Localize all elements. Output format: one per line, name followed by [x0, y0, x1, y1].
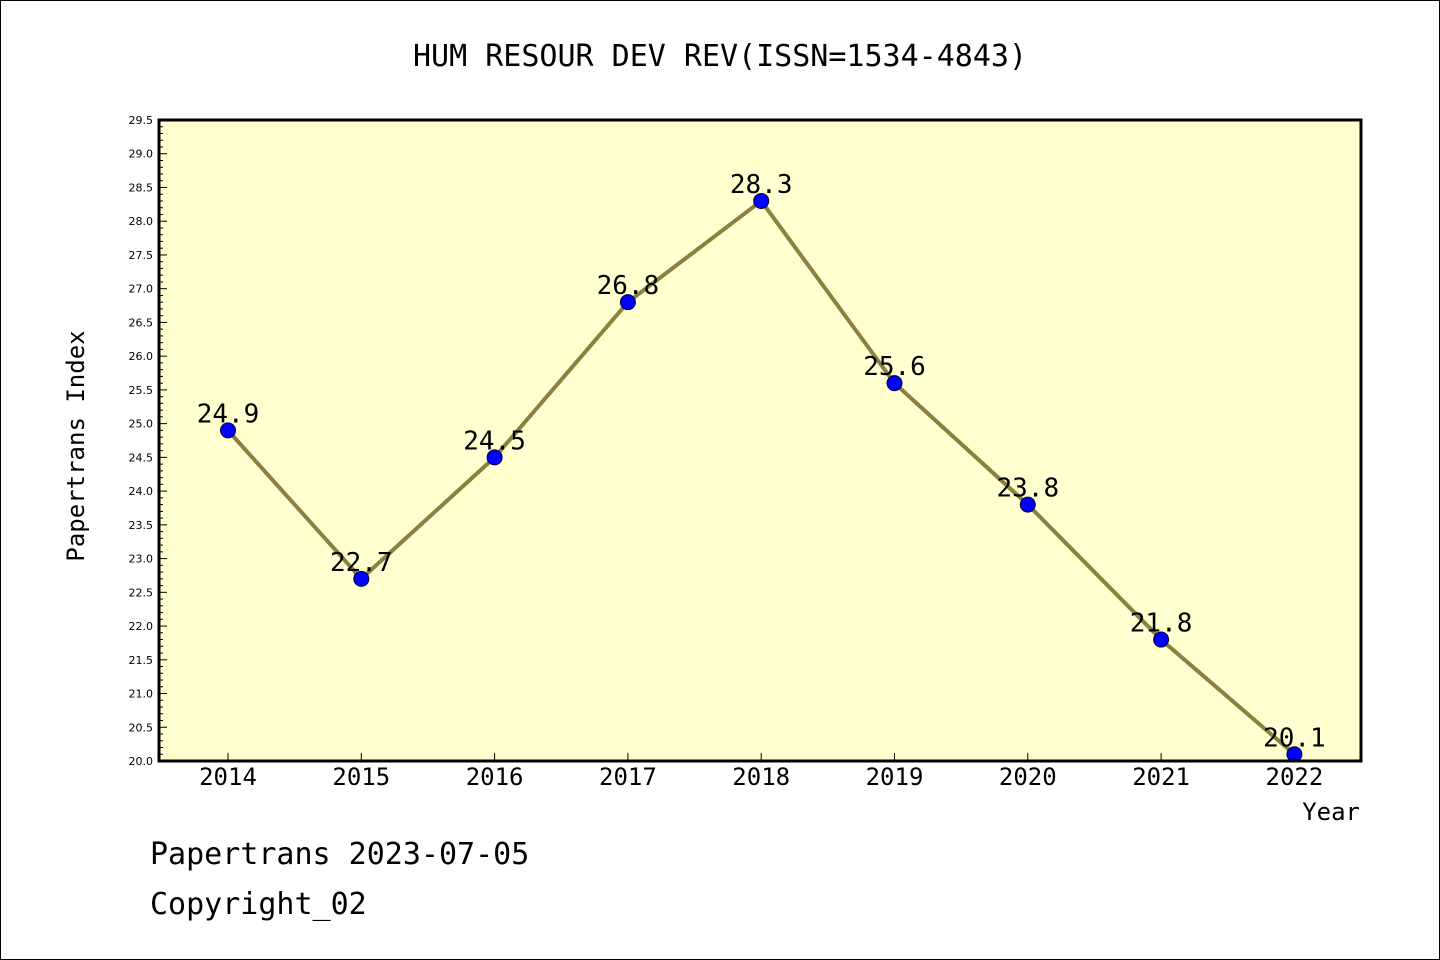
y-axis: 20.0 20.5 21.0 21.5 22.0 22.5 23.0 23.5 24.0 24.5… — [129, 114, 167, 768]
data-point — [1153, 631, 1170, 648]
data-label: 24.9 — [197, 399, 260, 429]
y-tick-label: 22.0 — [129, 620, 154, 633]
plot-border — [157, 118, 1363, 763]
x-tick-label: 2019 — [866, 763, 924, 791]
y-tick-label: 23.5 — [129, 519, 154, 532]
data-label: 28.3 — [730, 170, 793, 200]
data-labels: 24.9 22.7 24.5 26.8 28.3 25.6 23.8 21.8 20.1 — [197, 170, 1326, 753]
footer-date: Papertrans 2023-07-05 — [150, 837, 529, 872]
data-label: 20.1 — [1263, 723, 1326, 753]
y-tick-label: 29.0 — [129, 148, 154, 161]
y-tick-label: 25.5 — [129, 384, 154, 397]
y-tick-label: 27.0 — [129, 283, 154, 296]
x-tick-label: 2018 — [732, 763, 790, 791]
y-tick-label: 24.0 — [129, 485, 154, 498]
y-axis-label: Papertrans Index — [62, 330, 90, 561]
data-label: 23.8 — [996, 474, 1059, 504]
data-point — [486, 449, 503, 466]
footer-copyright: Copyright_02 — [150, 887, 367, 922]
data-label: 21.8 — [1130, 609, 1193, 639]
data-point — [220, 422, 236, 439]
data-point — [353, 570, 370, 587]
y-tick-label: 22.5 — [129, 586, 154, 599]
data-label: 24.5 — [463, 426, 526, 456]
data-point — [753, 192, 770, 209]
y-tick-label: 24.5 — [129, 451, 154, 464]
y-tick-label: 28.5 — [129, 181, 154, 194]
x-axis-label: Year — [1302, 798, 1360, 826]
data-label: 22.7 — [330, 548, 393, 578]
data-point — [619, 294, 636, 311]
y-tick-label: 26.0 — [129, 350, 154, 363]
data-label: 26.8 — [597, 271, 660, 301]
data-label: 25.6 — [863, 352, 926, 382]
x-tick-label: 2021 — [1132, 763, 1190, 791]
y-tick-label: 23.0 — [129, 553, 154, 566]
y-tick-label: 21.0 — [129, 688, 154, 701]
data-markers — [220, 192, 1303, 763]
y-tick-label: 26.5 — [129, 316, 154, 329]
y-tick-label: 27.5 — [129, 249, 154, 262]
data-point — [1019, 496, 1036, 513]
plot-area — [159, 120, 1361, 761]
y-tick-label: 28.0 — [129, 215, 154, 228]
x-tick-label: 2015 — [332, 763, 390, 791]
y-tick-label: 21.5 — [129, 654, 154, 667]
x-axis: 2014 2015 2016 2017 2018 2019 2020 2021 2022 — [199, 753, 1323, 791]
y-tick-label: 20.5 — [129, 721, 154, 734]
y-tick-label: 25.0 — [129, 418, 154, 431]
x-tick-label: 2014 — [199, 763, 257, 791]
data-point — [886, 375, 903, 392]
x-tick-label: 2017 — [599, 763, 657, 791]
y-tick-label: 29.5 — [129, 114, 154, 127]
chart-title: HUM RESOUR DEV REV(ISSN=1534-4843) — [413, 39, 1027, 74]
x-tick-label: 2022 — [1266, 763, 1324, 791]
x-tick-label: 2016 — [466, 763, 524, 791]
y-tick-label: 20.0 — [129, 755, 154, 768]
x-tick-label: 2020 — [999, 763, 1057, 791]
